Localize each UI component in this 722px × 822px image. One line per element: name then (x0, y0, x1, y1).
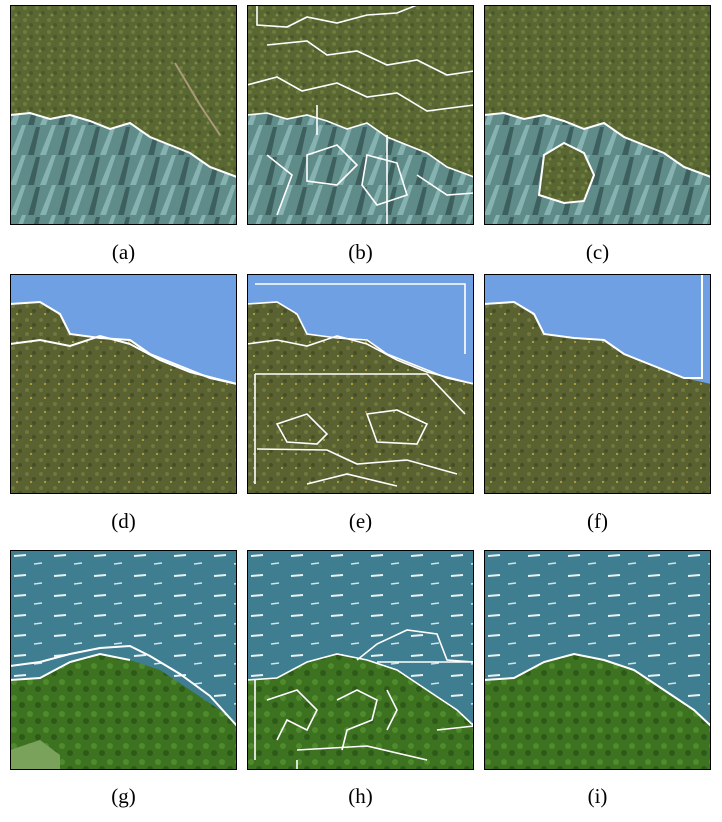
image-panel-d (10, 274, 237, 494)
agave-hillside-image (10, 5, 237, 225)
caption-a: (a) (111, 240, 136, 264)
caption-f: (f) (587, 509, 608, 533)
image-panel-b (247, 5, 474, 225)
image-panel-c (484, 5, 711, 225)
image-panel-f (484, 274, 711, 494)
sky-grass-image (10, 274, 237, 494)
image-panel-i (484, 550, 711, 770)
sea-bushes-image (10, 550, 237, 770)
sea-bushes-refined (484, 550, 711, 770)
caption-d: (d) (111, 509, 136, 533)
agave-hillside-refined (484, 5, 711, 225)
caption-e: (e) (348, 509, 373, 533)
sea-bushes-oversegmented (247, 550, 474, 770)
caption-i: (i) (587, 784, 608, 808)
caption-b: (b) (348, 240, 373, 264)
caption-g: (g) (111, 784, 136, 808)
sky-grass-oversegmented (247, 274, 474, 494)
agave-hillside-oversegmented (247, 5, 474, 225)
caption-h: (h) (348, 784, 373, 808)
caption-c: (c) (585, 240, 610, 264)
image-panel-h (247, 550, 474, 770)
sky-grass-refined (484, 274, 711, 494)
image-panel-e (247, 274, 474, 494)
image-panel-a (10, 5, 237, 225)
image-panel-g (10, 550, 237, 770)
